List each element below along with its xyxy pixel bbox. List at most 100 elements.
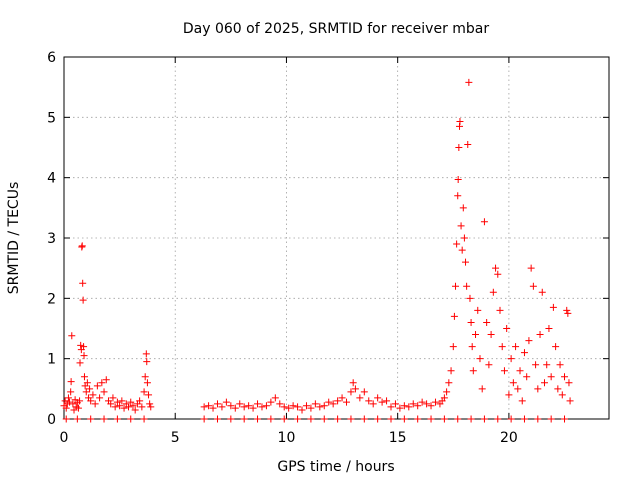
data-point — [127, 398, 135, 406]
data-point — [427, 402, 435, 410]
data-point — [503, 325, 511, 332]
data-point — [431, 398, 439, 406]
data-point — [507, 415, 515, 423]
data-point — [349, 379, 357, 387]
data-point — [498, 343, 506, 351]
data-point — [563, 306, 571, 314]
data-point — [245, 402, 253, 410]
x-tick-label: 20 — [500, 430, 518, 446]
data-point — [440, 415, 448, 423]
y-tick-label: 2 — [47, 291, 56, 307]
data-point — [329, 400, 337, 408]
data-point — [540, 379, 548, 387]
data-point — [125, 403, 133, 411]
data-point — [387, 415, 395, 423]
data-point — [62, 415, 70, 423]
data-point — [307, 415, 315, 423]
data-point — [387, 403, 395, 411]
x-tick-label: 15 — [389, 430, 407, 446]
data-point — [480, 415, 488, 423]
data-point — [209, 404, 217, 412]
data-point — [222, 398, 230, 406]
data-point — [68, 332, 76, 340]
data-point — [483, 318, 491, 326]
data-point — [494, 415, 502, 423]
data-point — [523, 373, 531, 381]
data-point — [564, 309, 572, 317]
data-point — [320, 402, 328, 410]
x-axis-label: GPS time / hours — [277, 459, 394, 475]
data-point — [460, 234, 468, 242]
data-point — [467, 318, 475, 326]
data-point — [454, 175, 462, 183]
data-point — [67, 388, 75, 396]
data-point — [520, 349, 528, 357]
data-point — [146, 400, 154, 408]
data-point — [91, 400, 99, 408]
data-point — [478, 385, 486, 393]
data-point — [218, 403, 226, 411]
data-point — [142, 350, 150, 358]
data-point — [100, 415, 108, 423]
data-point — [556, 361, 564, 369]
data-point — [565, 379, 573, 387]
data-point — [453, 240, 461, 248]
data-point — [111, 403, 119, 411]
data-point — [80, 373, 88, 381]
data-point — [360, 415, 368, 423]
data-point — [374, 415, 382, 423]
x-tick-label: 0 — [60, 430, 69, 446]
data-point — [494, 270, 502, 278]
data-point — [538, 288, 546, 296]
data-point — [472, 331, 480, 339]
data-point — [532, 361, 540, 369]
data-point — [450, 312, 458, 320]
data-point — [457, 222, 465, 230]
data-point — [383, 397, 391, 405]
data-point — [311, 400, 319, 408]
y-tick-label: 5 — [47, 110, 56, 126]
data-point — [360, 388, 368, 396]
data-point — [62, 404, 70, 412]
data-point — [316, 403, 324, 411]
data-point — [227, 402, 235, 410]
data-point — [507, 355, 515, 363]
data-point — [496, 306, 504, 314]
data-point — [113, 415, 121, 423]
y-tick-label: 6 — [47, 50, 56, 66]
data-point — [79, 279, 87, 287]
data-point — [391, 400, 399, 408]
data-point — [86, 385, 94, 393]
data-point — [445, 379, 453, 387]
data-point — [423, 400, 431, 408]
data-point — [78, 242, 86, 250]
data-point — [469, 367, 477, 375]
data-point — [518, 397, 526, 405]
data-point — [463, 282, 471, 290]
data-point — [343, 398, 351, 406]
data-point — [351, 385, 359, 393]
data-point — [280, 403, 288, 411]
data-point — [516, 367, 524, 375]
data-point — [200, 403, 208, 411]
data-point — [529, 282, 537, 290]
data-point — [231, 404, 239, 412]
grid-layer — [64, 57, 609, 419]
ticks-layer: 0 1 2 3 4 5 6 0 5 10 15 20 — [47, 50, 609, 446]
data-point — [262, 402, 270, 410]
data-point — [459, 204, 467, 212]
data-point — [267, 398, 275, 406]
y-tick-label: 1 — [47, 352, 56, 368]
data-point — [485, 361, 493, 369]
data-point — [534, 415, 542, 423]
data-point — [443, 388, 451, 396]
data-point — [325, 398, 333, 406]
data-point — [93, 382, 101, 390]
data-point — [254, 415, 262, 423]
data-point — [447, 367, 455, 375]
data-point — [307, 404, 315, 412]
data-point — [141, 373, 149, 381]
data-point — [561, 373, 569, 381]
data-point — [89, 391, 97, 399]
data-point — [76, 359, 84, 367]
